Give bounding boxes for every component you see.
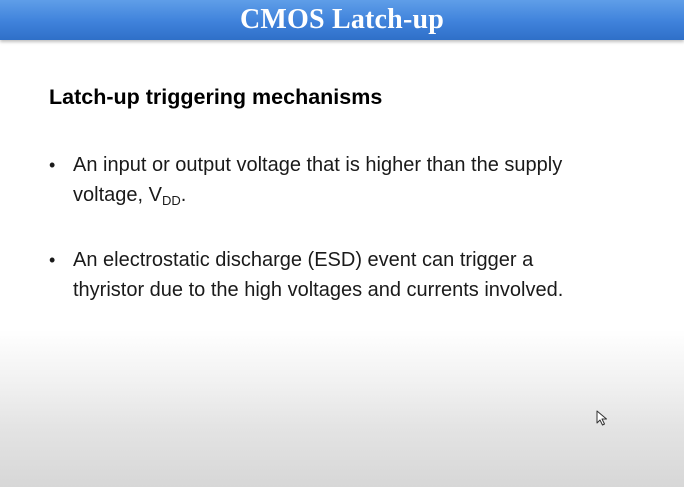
bullet-dot-icon: •: [49, 250, 56, 270]
bullet-list: • An input or output voltage that is hig…: [49, 150, 609, 305]
bullet-item-esd: • An electrostatic discharge (ESD) event…: [49, 245, 609, 305]
bullet-text-end: .: [180, 184, 187, 206]
bullet-text: An input or output voltage that is highe…: [73, 154, 563, 206]
section-heading: Latch-up triggering mechanisms: [49, 85, 383, 109]
slide-title: CMOS Latch-up: [239, 4, 445, 35]
bullet-item-overvoltage: • An input or output voltage that is hig…: [49, 150, 609, 210]
arrow-pointer-icon: [596, 410, 607, 426]
subscript-text: DD: [161, 193, 181, 208]
bullet-dot-icon: •: [49, 155, 56, 175]
title-bar: CMOS Latch-up: [0, 0, 684, 40]
bullet-text: An electrostatic discharge (ESD) event c…: [73, 249, 564, 301]
